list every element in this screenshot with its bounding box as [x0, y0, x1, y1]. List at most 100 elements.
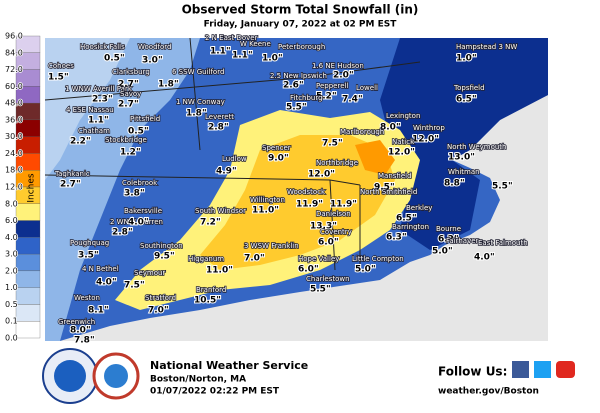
station-value: 7.2" — [200, 218, 221, 228]
station-value: 3.5" — [78, 251, 99, 261]
station-name: Greenwich — [58, 318, 95, 326]
station-value: 2.8" — [208, 123, 229, 133]
legend-label: 24.0 — [5, 149, 23, 158]
station-value: 1.0" — [262, 54, 283, 64]
station-name: Poughquag — [70, 239, 109, 247]
legend-label: 0.1 — [5, 317, 18, 326]
station-name: Peterborough — [278, 43, 325, 51]
station-name: South Windsor — [195, 207, 246, 215]
station-value: 12.0" — [388, 148, 415, 158]
station-name: Stockbridge — [105, 136, 147, 144]
station-value: 1.2" — [120, 148, 141, 158]
station-value: 1.1" — [232, 51, 253, 61]
station-name: Taghkanic — [54, 170, 90, 178]
legend-swatch — [15, 321, 41, 339]
legend-label: 3.0 — [5, 250, 18, 259]
follow: Follow Us: — [438, 365, 507, 379]
station-value: 8.1" — [88, 306, 109, 316]
station-value: 3.8" — [124, 189, 145, 199]
station-name: Fairhaven — [446, 237, 480, 245]
station-value: 1.8" — [158, 80, 179, 90]
legend-label: 4.0 — [5, 233, 18, 242]
station-value: 5.5" — [492, 182, 513, 192]
legend-swatch — [15, 304, 41, 322]
legend-label: 96.0 — [5, 32, 23, 41]
facebook-icon[interactable] — [512, 361, 529, 378]
youtube-icon[interactable] — [556, 361, 575, 378]
station-name: Ludlow — [222, 155, 247, 163]
station-name: Hope Valley — [298, 255, 339, 263]
station-value: 0.5" — [104, 54, 125, 64]
url[interactable]: weather.gov/Boston — [438, 387, 539, 397]
station-name: Fitchburg — [290, 94, 323, 102]
station-name: Weston — [74, 294, 100, 302]
station-name: Branford — [196, 286, 226, 294]
snow-core — [355, 140, 395, 175]
station-value: 8.0" — [70, 326, 91, 336]
station-name: Charlestown — [306, 275, 350, 283]
title: Observed Storm Total Snowfall (in) — [182, 3, 419, 17]
legend-label: 6.0 — [5, 216, 18, 225]
station-name: Lexington — [386, 112, 420, 120]
legend-label: 8.0 — [5, 199, 18, 208]
station-name: Seymour — [134, 269, 165, 277]
snow-12-18 — [200, 135, 395, 270]
station-name: Stratford — [145, 294, 176, 302]
station-value: 1.8" — [186, 109, 207, 119]
station-value: 11.9" — [330, 200, 357, 210]
station-name: Danielson — [316, 210, 351, 218]
station-value: 1.0" — [456, 54, 477, 64]
station-name: Leverett — [205, 113, 234, 121]
station-value: 1.1" — [88, 116, 109, 126]
station-value: 5.0" — [355, 265, 376, 275]
station-name: 1 NW Conway — [176, 98, 225, 106]
legend-label: 84.0 — [5, 48, 23, 57]
station-name: Pepperell — [316, 82, 348, 90]
station-value: 5.0" — [432, 247, 453, 257]
station-name: Bakersville — [124, 207, 162, 215]
station-name: Clarksburg — [112, 68, 150, 76]
legend-swatch — [15, 253, 41, 272]
station-value: 8.0" — [380, 123, 401, 133]
station-value: 12.0" — [412, 135, 439, 145]
station-name: 6 SSW Guilford — [172, 68, 224, 76]
station-name: Bourne — [436, 225, 461, 233]
station-name: 2 WNW Warren — [110, 218, 163, 226]
station-value: 9.5" — [154, 252, 175, 262]
station-value: 11.9" — [296, 200, 323, 210]
station-name: Woodford — [138, 43, 171, 51]
station-name: Higganum — [188, 255, 224, 263]
station-name: Cohoes — [48, 62, 74, 70]
station-name: Topsfield — [453, 84, 485, 92]
legend-label: 1.0 — [5, 283, 18, 292]
station-name: Barrington — [392, 223, 429, 231]
station-value: 7.0" — [244, 254, 265, 264]
station-name: Pittsfield — [130, 115, 160, 123]
footer: National Weather Service Boston/Norton, … — [42, 348, 575, 404]
station-name: North Weymouth — [447, 143, 506, 151]
station-name: W Keene — [240, 40, 271, 48]
station-value: 1.5" — [48, 73, 69, 83]
station-value: 8.8" — [444, 179, 465, 189]
station-name: North Smithfield — [360, 188, 417, 196]
station-name: Natick — [392, 138, 415, 146]
legend-label: 48.0 — [5, 99, 23, 108]
station-name: 2.5 New Ipswich — [270, 72, 327, 80]
station-value: 7.5" — [322, 139, 343, 149]
station-value: 13.3" — [310, 222, 337, 232]
station-value: 6.5" — [396, 214, 417, 224]
station-value: 5.5" — [286, 103, 307, 113]
twitter-icon[interactable] — [534, 361, 551, 378]
station-value: 1.1" — [210, 47, 231, 57]
station-value: 9.5" — [374, 183, 395, 193]
legend-swatch — [15, 237, 41, 255]
subtitle: Friday, January 07, 2022 at 02 PM EST — [204, 20, 398, 30]
station-name: 4 ESE Nassau — [66, 106, 114, 114]
legend-label: 2.0 — [5, 266, 18, 275]
station-name: Hampstead 3 NW — [456, 43, 517, 51]
station-name: Lowell — [356, 84, 378, 92]
station-value: 7.8" — [74, 336, 95, 346]
map — [44, 37, 548, 341]
legend-swatch — [15, 287, 41, 305]
